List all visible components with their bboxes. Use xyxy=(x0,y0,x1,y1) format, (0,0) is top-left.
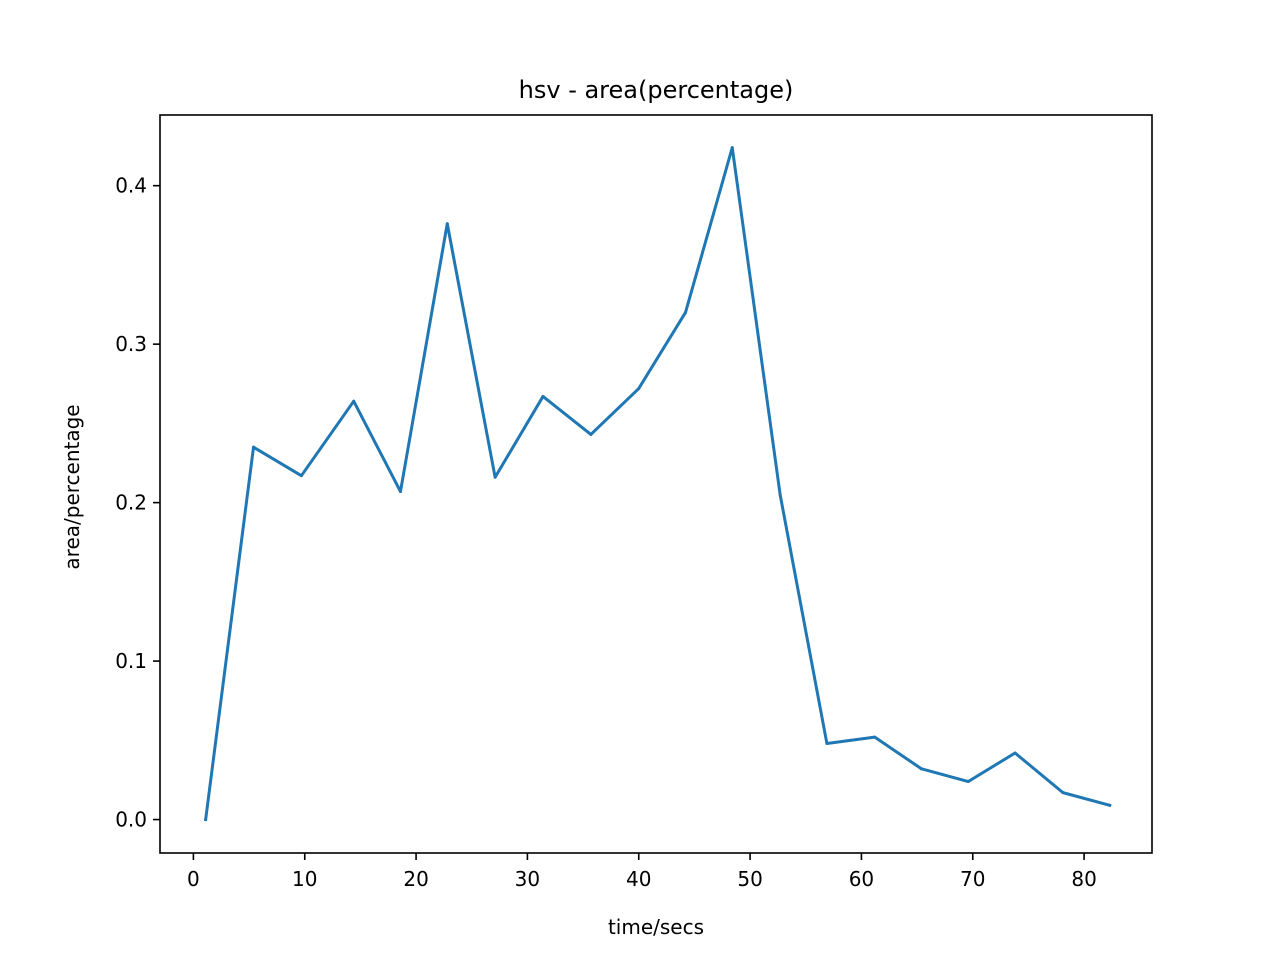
data-point xyxy=(966,780,970,784)
data-point xyxy=(589,432,593,436)
data-point xyxy=(252,445,256,449)
x-tick-label: 0 xyxy=(187,867,200,891)
data-point xyxy=(398,490,402,494)
data-point xyxy=(299,474,303,478)
data-point xyxy=(445,222,449,226)
data-point xyxy=(730,146,734,150)
x-tick-label: 70 xyxy=(960,867,985,891)
x-tick-label: 50 xyxy=(737,867,762,891)
y-tick-label: 0.1 xyxy=(115,649,147,673)
data-point xyxy=(684,310,688,314)
x-tick-label: 60 xyxy=(849,867,874,891)
plot-area-frame xyxy=(159,114,1153,854)
data-point xyxy=(1108,803,1112,807)
y-tick-label: 0.0 xyxy=(115,808,147,832)
data-point xyxy=(920,767,924,771)
data-point xyxy=(352,399,356,403)
axis-ticks: 0 10 20 30 40 50 60 70 80 0.0 0.1 0.2 0.3 0.4 xyxy=(115,174,1097,891)
data-point xyxy=(1061,791,1065,795)
data-point xyxy=(778,493,782,497)
y-tick-label: 0.4 xyxy=(115,174,147,198)
y-tick-label: 0.2 xyxy=(115,491,147,515)
data-point xyxy=(825,741,829,745)
y-tick-label: 0.3 xyxy=(115,332,147,356)
x-tick-label: 20 xyxy=(403,867,428,891)
data-point xyxy=(493,475,497,479)
chart-title: hsv - area(percentage) xyxy=(519,76,794,104)
data-point xyxy=(541,394,545,398)
data-points xyxy=(204,146,1112,822)
x-tick-label: 30 xyxy=(515,867,540,891)
y-axis-label: area/percentage xyxy=(60,404,84,569)
data-point xyxy=(637,387,641,391)
data-point xyxy=(873,735,877,739)
x-tick-label: 40 xyxy=(626,867,651,891)
x-tick-label: 80 xyxy=(1071,867,1096,891)
series-line xyxy=(203,146,1112,822)
data-point xyxy=(204,818,208,822)
x-axis-label: time/secs xyxy=(608,915,704,939)
x-tick-label: 10 xyxy=(292,867,317,891)
data-point xyxy=(1013,751,1017,755)
